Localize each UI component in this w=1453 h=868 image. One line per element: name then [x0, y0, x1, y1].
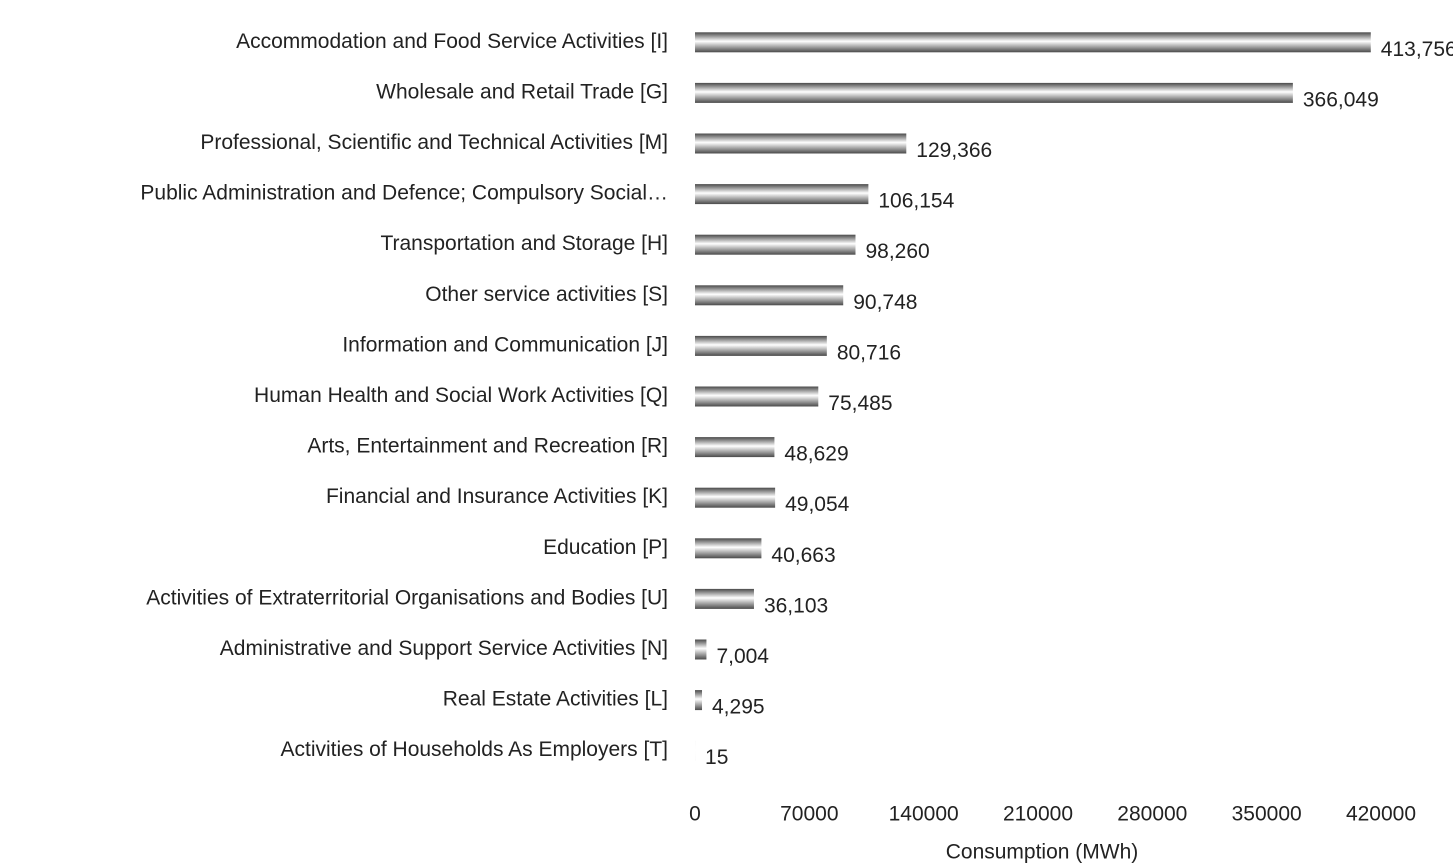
bar — [695, 437, 775, 458]
x-tick-label: 280000 — [1117, 803, 1187, 826]
x-axis-title: Consumption (MWh) — [946, 841, 1139, 864]
bar — [695, 386, 819, 407]
value-label: 40,663 — [771, 544, 835, 567]
bar — [695, 690, 703, 711]
y-tick-label: Education [P] — [543, 536, 668, 559]
x-tick-label: 70000 — [780, 803, 838, 826]
value-label: 413,756 — [1381, 38, 1453, 61]
bar — [695, 335, 827, 356]
bar — [695, 538, 762, 559]
value-label: 49,054 — [785, 493, 850, 516]
y-tick-label: Arts, Entertainment and Recreation [R] — [307, 435, 668, 458]
y-tick-label: Activities of Extraterritorial Organisat… — [146, 586, 668, 609]
y-tick-label: Financial and Insurance Activities [K] — [326, 485, 668, 508]
value-label: 106,154 — [878, 190, 954, 213]
y-tick-label: Human Health and Social Work Activities … — [254, 384, 668, 407]
y-tick-label: Wholesale and Retail Trade [G] — [376, 80, 668, 103]
y-tick-label: Professional, Scientific and Technical A… — [200, 131, 668, 154]
bar — [695, 133, 907, 154]
value-label: 80,716 — [837, 341, 901, 364]
x-tick-label: 420000 — [1346, 803, 1416, 826]
x-tick-label: 350000 — [1232, 803, 1302, 826]
y-tick-label: Real Estate Activities [L] — [443, 688, 668, 711]
bar — [695, 639, 707, 660]
value-label: 366,049 — [1303, 88, 1379, 111]
bar — [695, 588, 754, 609]
value-label: 48,629 — [784, 443, 848, 466]
value-label: 129,366 — [916, 139, 992, 162]
value-label: 75,485 — [828, 392, 892, 415]
y-tick-label: Public Administration and Defence; Compu… — [140, 182, 668, 205]
value-label: 90,748 — [853, 291, 917, 314]
value-label: 4,295 — [712, 696, 765, 719]
bar — [695, 184, 869, 205]
x-tick-label: 140000 — [889, 803, 959, 826]
bar — [695, 32, 1371, 53]
x-tick-label: 210000 — [1003, 803, 1073, 826]
bar — [695, 487, 776, 508]
y-tick-label: Transportation and Storage [H] — [380, 232, 668, 255]
bar — [695, 82, 1293, 103]
value-label: 7,004 — [716, 645, 769, 668]
value-label: 36,103 — [764, 594, 828, 617]
y-tick-label: Information and Communication [J] — [342, 333, 668, 356]
y-tick-label: Accommodation and Food Service Activitie… — [236, 30, 668, 53]
bar — [695, 285, 844, 306]
value-label: 98,260 — [865, 240, 929, 263]
y-tick-label: Other service activities [S] — [425, 283, 668, 306]
bar — [695, 234, 856, 255]
y-tick-label: Administrative and Support Service Activ… — [220, 637, 668, 660]
x-tick-label: 0 — [689, 803, 701, 826]
y-tick-label: Activities of Households As Employers [T… — [281, 738, 669, 761]
value-label: 15 — [705, 746, 728, 769]
